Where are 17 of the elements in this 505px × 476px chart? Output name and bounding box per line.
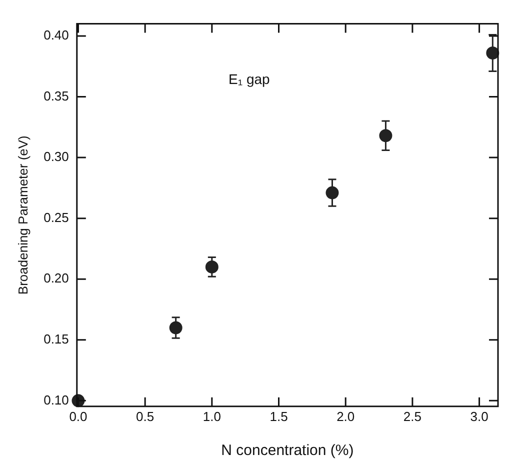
- x-axis-title: N concentration (%): [221, 442, 354, 460]
- x-tick-label: 2.0: [336, 408, 355, 424]
- x-tick-label: 2.5: [403, 408, 422, 424]
- annotation: E₁ gap: [228, 70, 270, 87]
- y-tick-label: 0.15: [44, 331, 69, 346]
- y-tick-label: 0.30: [44, 149, 69, 164]
- y-tick-label: 0.35: [44, 88, 69, 104]
- y-tick-label: 0.20: [44, 270, 69, 286]
- y-tick-label: 0.10: [44, 392, 69, 408]
- x-tick-label: 1.5: [270, 408, 288, 424]
- x-tick-label: 0.0: [69, 408, 88, 424]
- x-tick-label: 1.0: [202, 408, 221, 424]
- y-tick-label: 0.40: [44, 28, 69, 43]
- x-tick-label: 0.5: [136, 408, 154, 424]
- y-tick-label: 0.25: [44, 210, 69, 225]
- x-tick-label: 3.0: [470, 408, 488, 424]
- y-axis-title: Broadening Parameter (eV): [15, 136, 30, 295]
